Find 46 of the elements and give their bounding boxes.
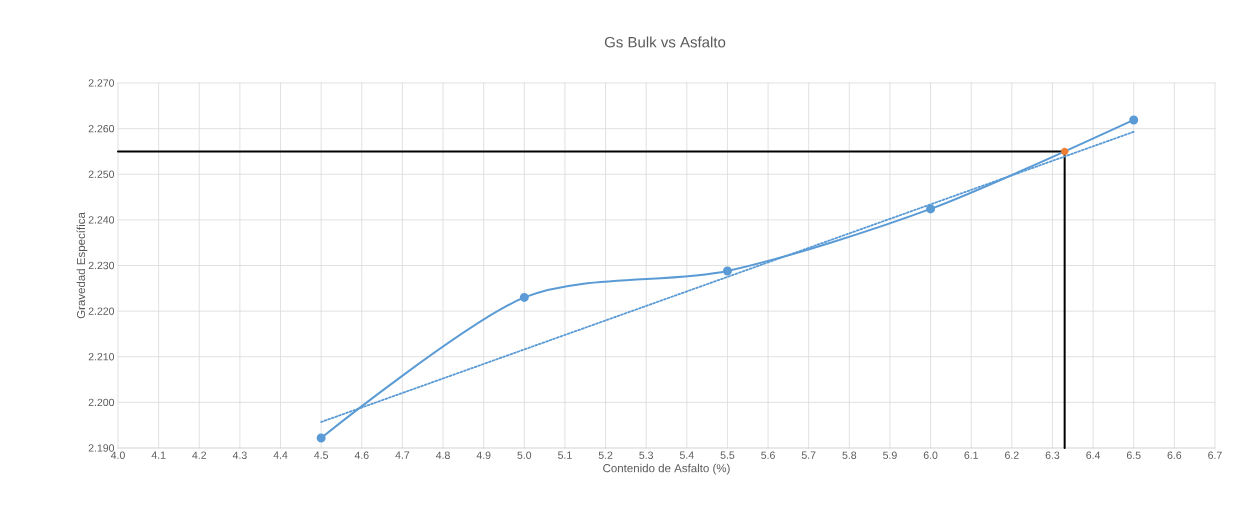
y-tick-label: 2.250 [88, 170, 115, 178]
point [926, 204, 936, 214]
x-tick-label: 6.2 [1005, 451, 1019, 459]
point [1129, 115, 1139, 125]
x-axis-title: Contenido de Asfalto (%) [603, 463, 730, 475]
y-tick-label: 2.220 [88, 307, 115, 315]
y-tick-label: 2.260 [88, 124, 115, 133]
x-tick-label: 4.2 [192, 451, 207, 459]
x-tick-label: 5.1 [558, 451, 572, 459]
x-tick-label: 6.6 [1167, 451, 1182, 459]
x-tick-label: 4.9 [476, 451, 491, 459]
x-tick-label: 6.4 [1086, 451, 1101, 459]
x-tick-label: 5.4 [679, 451, 694, 459]
y-tick-label: 2.230 [88, 261, 115, 270]
x-tick-label: 6.1 [964, 451, 978, 459]
y-tick-label: 2.270 [88, 79, 115, 87]
x-tick-label: 5.6 [761, 451, 775, 459]
x-tick-label: 5.3 [639, 451, 654, 459]
x-tick-label: 5.8 [842, 451, 857, 459]
x-tick-label: 4.1 [151, 451, 166, 459]
x-tick-label: 4.8 [435, 451, 450, 459]
chart-title: Gs Bulk vs Asfalto [604, 36, 726, 48]
x-tick-label: 5.7 [801, 451, 816, 459]
x-tick-label: 4.4 [273, 451, 288, 459]
x-tick-label: 4.5 [314, 451, 329, 459]
x-tick-label: 4.6 [354, 451, 369, 459]
x-tick-label: 5.0 [517, 451, 532, 459]
x-tick-label: 4.7 [395, 451, 410, 459]
x-tick-label: 6.3 [1045, 451, 1060, 459]
x-tick-label: 6.5 [1126, 451, 1141, 459]
x-tick-label: 4.3 [232, 451, 247, 459]
x-tick-label: 5.9 [883, 451, 897, 459]
point [1060, 147, 1069, 156]
y-tick-label: 2.190 [88, 444, 115, 452]
x-tick-label: 6.0 [923, 451, 938, 459]
y-tick-label: 2.200 [88, 398, 115, 407]
y-tick-label: 2.210 [88, 353, 115, 361]
y-tick-label: 2.240 [88, 216, 115, 224]
y-axis-title: Gravedad Específica [76, 212, 88, 319]
x-tick-label: 5.5 [720, 451, 735, 459]
x-tick-label: 4.0 [110, 451, 125, 459]
point [519, 292, 529, 302]
point [722, 266, 732, 276]
x-tick-label: 6.7 [1208, 451, 1222, 459]
x-tick-label: 5.2 [598, 451, 613, 459]
point [316, 433, 326, 443]
